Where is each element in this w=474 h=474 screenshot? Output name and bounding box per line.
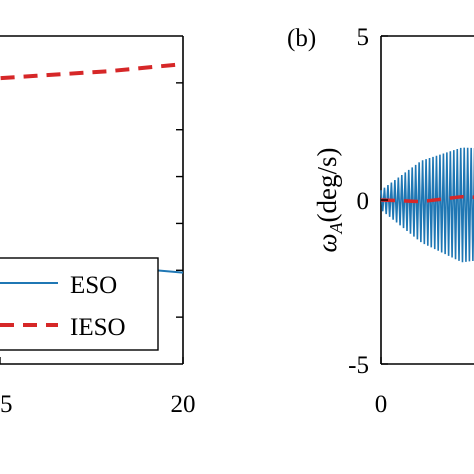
legend-eso-label: ESO xyxy=(70,272,117,299)
panel-b-xtick-label: 0 xyxy=(375,391,388,418)
panel-b-ytick-label: 0 xyxy=(357,188,370,215)
series-ieso-line xyxy=(0,62,184,81)
ylabel-subscript: A xyxy=(326,221,346,234)
panel-b-ylabel: ωA(deg/s) xyxy=(312,147,346,252)
panel-b-ytick-label: -5 xyxy=(348,352,369,379)
panel-b: 50-50 (b) ωA(deg/s) xyxy=(287,24,474,418)
ylabel-symbol: ω xyxy=(312,233,342,252)
legend-box xyxy=(0,257,159,351)
panel-a-xtick-label: 15 xyxy=(0,391,13,418)
panel-b-ytick-label: 5 xyxy=(357,24,370,51)
panel-b-label: (b) xyxy=(287,25,316,52)
legend-ieso-label: IESO xyxy=(70,314,126,341)
panel-a: 15 20 ESO IESO xyxy=(0,35,196,418)
panel-a-xtick-label: 20 xyxy=(171,391,196,418)
panel-a-legend: ESO IESO xyxy=(0,257,159,351)
series-red-dashed-line xyxy=(380,194,474,204)
series-oscillation-band xyxy=(380,147,474,263)
ylabel-unit: (deg/s) xyxy=(312,147,342,222)
